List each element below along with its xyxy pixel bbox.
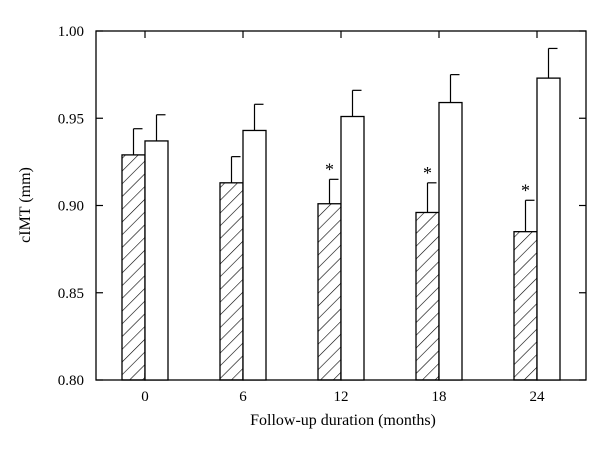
bar-hatched <box>513 231 538 381</box>
y-tick-label: 0.95 <box>58 111 84 127</box>
bar-open <box>536 77 561 381</box>
y-tick-label: 0.80 <box>58 373 84 389</box>
x-tick-label: 18 <box>432 389 447 405</box>
bar-open <box>242 129 267 381</box>
significance-marker: * <box>521 180 530 200</box>
significance-marker: * <box>423 163 432 183</box>
x-tick-label: 24 <box>530 389 546 405</box>
y-tick-label: 1.00 <box>58 24 84 40</box>
bar-hatched <box>317 203 342 381</box>
x-tick-label: 0 <box>141 389 149 405</box>
bar-open <box>144 140 169 381</box>
significance-marker: * <box>325 159 334 179</box>
bar-hatched <box>121 154 146 381</box>
bar-open <box>340 115 365 381</box>
plot-area: 0.80 0.85 0.90 0.95 1.00 0 6 12 * 18 * 24 * <box>58 24 587 405</box>
bar-open <box>438 101 463 381</box>
y-tick-label: 0.85 <box>58 286 84 302</box>
y-tick-label: 0.90 <box>58 199 84 215</box>
y-axis-label: cIMT (mm) <box>17 167 34 243</box>
bar-hatched <box>415 211 440 381</box>
x-axis-label: Follow-up duration (months) <box>250 412 436 429</box>
x-tick-label: 6 <box>239 389 247 405</box>
bar-hatched <box>219 182 244 381</box>
x-tick-label: 12 <box>334 389 349 405</box>
